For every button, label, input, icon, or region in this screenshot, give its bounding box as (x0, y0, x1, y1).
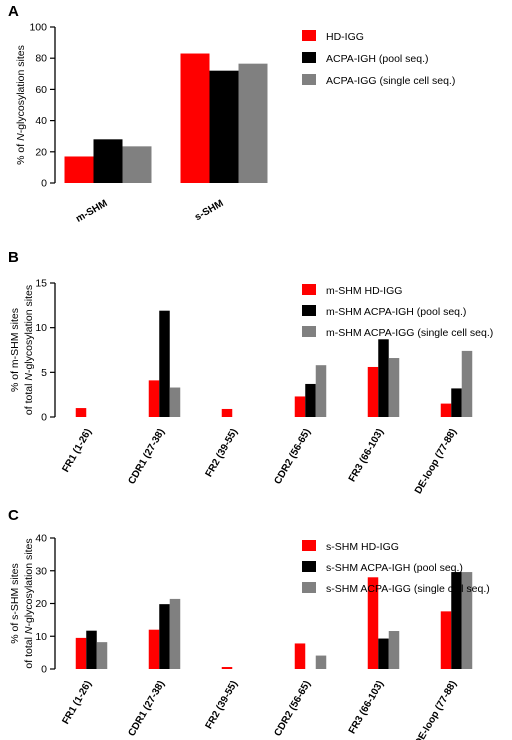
y-tick-label: 0 (41, 412, 47, 424)
legend-swatch (302, 74, 316, 85)
legend-swatch (302, 561, 316, 572)
bar (86, 630, 97, 669)
bar (315, 655, 327, 669)
bar (461, 350, 473, 417)
y-tick-label: 80 (35, 53, 47, 65)
y-tick-label: 10 (35, 631, 47, 643)
bar (159, 310, 170, 417)
legend-swatch (302, 582, 316, 593)
y-axis-label: of total N-glycosylation sites (23, 538, 35, 668)
y-axis-label: % of s-SHM sites (9, 563, 21, 644)
bar (451, 572, 462, 669)
y-tick-label: 100 (29, 22, 47, 34)
y-tick-label: 5 (41, 367, 47, 379)
y-tick-label: 40 (35, 115, 47, 127)
bar (169, 598, 181, 669)
bar (221, 667, 233, 669)
bar (159, 604, 170, 669)
legend-label: m-SHM HD-IGG (326, 285, 402, 297)
legend-label: s-SHM ACPA-IGG (single cell seq.) (326, 583, 490, 595)
panel-letter: A (8, 3, 19, 20)
legend-swatch (302, 540, 316, 551)
y-axis-label: % of m-SHM sites (9, 308, 21, 392)
legend-swatch (302, 305, 316, 316)
x-category-label: FR1 (1-26) (60, 427, 94, 474)
bar (93, 139, 123, 183)
bar (180, 53, 210, 183)
y-tick-label: 0 (41, 664, 47, 676)
y-tick-label: 0 (41, 178, 47, 190)
bar (221, 408, 233, 417)
y-tick-label: 60 (35, 84, 47, 96)
legend-swatch (302, 30, 316, 41)
bar (451, 388, 462, 417)
y-tick-label: 15 (35, 278, 47, 290)
x-category-label: FR2 (39-55) (204, 679, 240, 731)
x-category-label: CDR1 (27-38) (126, 679, 167, 738)
bar (209, 70, 239, 183)
panel-letter: B (8, 249, 19, 266)
y-tick-label: 20 (35, 598, 47, 610)
x-category-label: FR1 (1-26) (60, 679, 94, 726)
bar (294, 396, 306, 417)
bar (440, 611, 452, 669)
y-axis-label: of total N-glycosylation sites (23, 285, 35, 415)
y-tick-label: 30 (35, 565, 47, 577)
legend-label: ACPA-IGH (pool seq.) (326, 53, 429, 65)
bar (378, 638, 389, 669)
bar (367, 577, 379, 669)
legend-swatch (302, 284, 316, 295)
x-category-label: FR3 (66-103) (347, 679, 386, 736)
legend-swatch (302, 326, 316, 337)
x-category-label: FR3 (66-103) (347, 427, 386, 484)
x-category-label: CDR2 (56-65) (272, 427, 313, 486)
x-category-label: m-SHM (74, 198, 109, 225)
bar (64, 156, 94, 183)
bar (388, 358, 400, 417)
bar (388, 631, 400, 669)
bar (440, 403, 452, 417)
bar (305, 383, 316, 417)
bar (367, 366, 379, 417)
legend-label: HD-IGG (326, 31, 364, 43)
y-tick-label: 40 (35, 533, 47, 545)
bar (238, 63, 268, 183)
legend-swatch (302, 52, 316, 63)
y-tick-label: 10 (35, 322, 47, 334)
bar (294, 643, 306, 669)
y-tick-label: 20 (35, 146, 47, 158)
bar (148, 380, 160, 417)
chart-panel-a: A 0 20 40 60 80 100% of N-glycosylation sites m… (8, 3, 455, 225)
y-axis-label: % of N-glycosylation sites (15, 45, 27, 165)
bar (148, 629, 160, 669)
bar (378, 339, 389, 417)
bar (75, 637, 87, 669)
bar (461, 572, 473, 669)
x-category-label: CDR2 (56-65) (272, 679, 313, 738)
x-category-label: CDR1 (27-38) (126, 427, 167, 486)
bar (96, 642, 108, 669)
x-category-label: DE-loop (77-88) (413, 427, 459, 496)
legend-label: m-SHM ACPA-IGG (single cell seq.) (326, 327, 493, 339)
bar (122, 146, 152, 183)
legend-label: s-SHM HD-IGG (326, 541, 399, 553)
bar (315, 365, 327, 417)
x-category-label: DE-loop (77-88) (413, 679, 459, 740)
bar (75, 408, 87, 417)
x-category-label: s-SHM (193, 198, 225, 223)
legend-label: ACPA-IGG (single cell seq.) (326, 75, 455, 87)
panel-letter: C (8, 507, 19, 524)
bar (169, 387, 181, 417)
x-category-label: FR2 (39-55) (204, 427, 240, 479)
legend-label: s-SHM ACPA-IGH (pool seq.) (326, 562, 463, 574)
legend-label: m-SHM ACPA-IGH (pool seq.) (326, 306, 466, 318)
